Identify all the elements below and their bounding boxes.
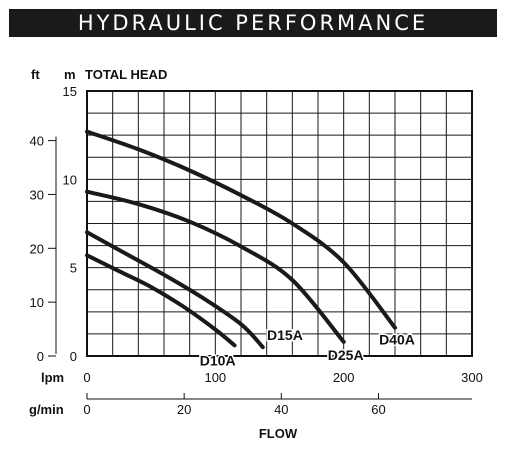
y-tick-label-m: 10 xyxy=(63,172,77,187)
x-tick-label-gpm: 20 xyxy=(177,402,191,417)
y-tick-label-ft: 20 xyxy=(30,241,44,256)
y-unit-m-label: m xyxy=(64,67,76,82)
x-unit-lpm-label: lpm xyxy=(41,370,64,385)
y-tick-label-m: 15 xyxy=(63,84,77,99)
axis-ticks: 0 5 10 15 0 10 20 30 40 0 100 200 300 0 20 40 60 xyxy=(30,84,483,417)
chart-grid xyxy=(87,91,472,356)
x-axis-title: FLOW xyxy=(259,426,298,441)
y-unit-ft-label: ft xyxy=(31,67,40,82)
chart-frame xyxy=(86,90,473,357)
series-label-d40a: D40A xyxy=(379,332,415,348)
y-tick-label-m: 5 xyxy=(70,261,77,276)
y-tick-label-ft: 10 xyxy=(30,295,44,310)
curve-d40a xyxy=(85,129,397,330)
curves: D10A D15A D25A D40A xyxy=(85,129,416,370)
x-tick-label-gpm: 40 xyxy=(274,402,288,417)
x-tick-label-gpm: 60 xyxy=(371,402,385,417)
x-tick-label-gpm: 0 xyxy=(83,402,90,417)
x-tick-label-lpm: 0 xyxy=(83,370,90,385)
x-tick-label-lpm: 100 xyxy=(204,370,226,385)
series-label-d10a: D10A xyxy=(200,352,236,368)
y-tick-label-ft: 30 xyxy=(30,187,44,202)
curve-d10a xyxy=(85,253,237,348)
x-unit-gpm-label: g/min xyxy=(29,402,64,417)
x-tick-label-lpm: 200 xyxy=(333,370,355,385)
series-label-d25a: D25A xyxy=(328,347,364,363)
y-tick-label-ft: 40 xyxy=(30,134,44,149)
plot-border xyxy=(86,90,473,357)
x-tick-label-lpm: 300 xyxy=(461,370,483,385)
curve-d25a xyxy=(85,189,346,344)
series-label-d15a: D15A xyxy=(267,327,303,343)
curve-d15a xyxy=(85,230,265,350)
chart-banner-title: HYDRAULIC PERFORMANCE xyxy=(9,9,497,37)
y-axis-title: TOTAL HEAD xyxy=(85,67,167,82)
y-tick-label-ft: 0 xyxy=(37,349,44,364)
y-tick-label-m: 0 xyxy=(70,349,77,364)
